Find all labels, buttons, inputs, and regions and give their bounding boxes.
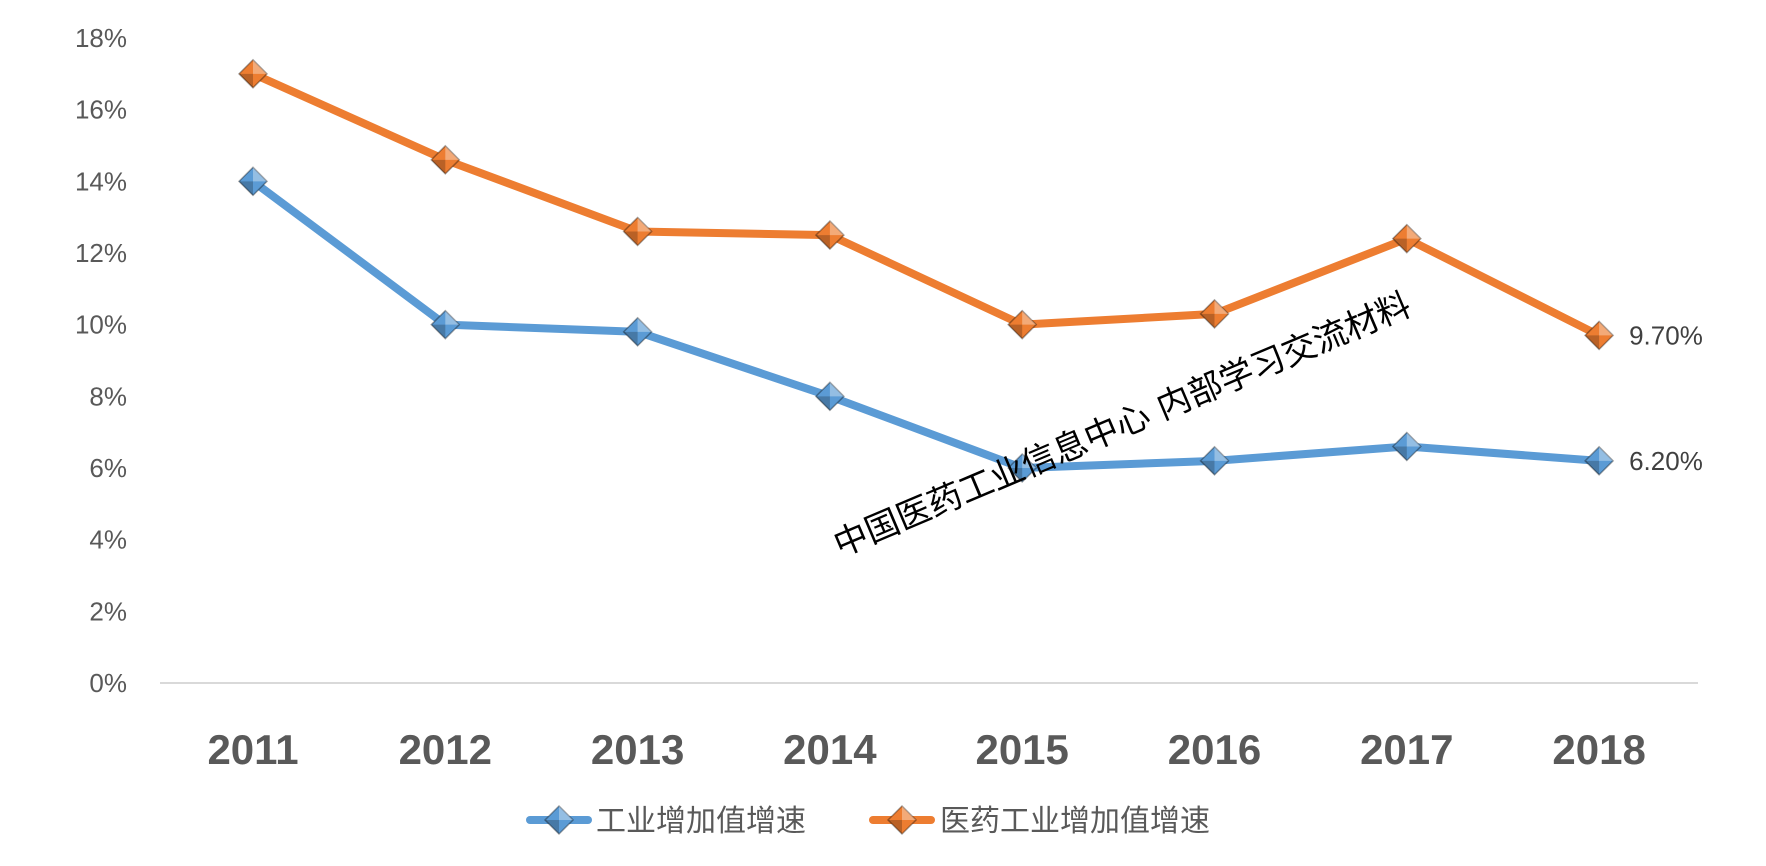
legend-swatch-marker bbox=[543, 804, 575, 836]
data-point-industry-growth bbox=[1584, 445, 1615, 476]
y-tick-label: 14% bbox=[75, 166, 127, 196]
y-tick-label: 10% bbox=[75, 310, 127, 340]
data-point-industry-growth bbox=[1199, 445, 1230, 476]
data-point-industry-growth bbox=[622, 316, 653, 347]
y-tick-label: 18% bbox=[75, 23, 127, 53]
data-point-industry-growth bbox=[1391, 431, 1422, 462]
x-tick-label: 2011 bbox=[207, 726, 298, 773]
data-label-pharma-industry-growth: 9.70% bbox=[1629, 320, 1703, 350]
data-label-industry-growth: 6.20% bbox=[1629, 446, 1703, 476]
data-point-pharma-industry-growth bbox=[1199, 298, 1230, 329]
y-tick-label: 16% bbox=[75, 95, 127, 125]
y-tick-label: 0% bbox=[89, 668, 127, 698]
series-line-pharma-industry-growth bbox=[249, 69, 1604, 340]
legend-label: 工业增加值增速 bbox=[596, 804, 806, 839]
y-tick-label: 8% bbox=[89, 381, 127, 411]
x-axis: 2011 2012 2013 2014 2015 2016 2017 2018 bbox=[207, 726, 1645, 773]
data-point-pharma-industry-growth bbox=[237, 58, 269, 89]
data-point-pharma-industry-growth bbox=[814, 220, 845, 251]
legend-item-pharma-industry-growth: 医药工业增加值增速 bbox=[869, 804, 1210, 839]
data-point-industry-growth bbox=[1007, 452, 1038, 484]
x-tick-label: 2015 bbox=[975, 726, 1068, 773]
x-tick-label: 2016 bbox=[1168, 726, 1261, 773]
series-line-industry-growth bbox=[249, 177, 1604, 472]
y-tick-label: 2% bbox=[89, 596, 127, 626]
data-labels: 6.20% 9.70% bbox=[1629, 320, 1703, 475]
data-point-pharma-industry-growth bbox=[430, 144, 461, 175]
data-point-pharma-industry-growth bbox=[1007, 309, 1038, 340]
legend-item-industry-growth: 工业增加值增速 bbox=[526, 804, 806, 839]
x-tick-label: 2017 bbox=[1360, 726, 1453, 773]
data-point-pharma-industry-growth bbox=[622, 216, 653, 247]
data-point-pharma-industry-growth bbox=[1584, 320, 1615, 351]
x-tick-label: 2012 bbox=[399, 726, 492, 773]
x-tick-label: 2014 bbox=[783, 726, 877, 773]
y-tick-label: 12% bbox=[75, 238, 127, 268]
x-tick-label: 2013 bbox=[591, 726, 684, 773]
y-tick-label: 6% bbox=[89, 453, 127, 483]
legend-label: 医药工业增加值增速 bbox=[940, 804, 1210, 839]
series-layer bbox=[237, 58, 1615, 484]
legend: 工业增加值增速 医药工业增加值增速 bbox=[526, 804, 1210, 839]
x-tick-label: 2018 bbox=[1552, 726, 1645, 773]
data-point-industry-growth bbox=[430, 309, 461, 340]
data-point-industry-growth bbox=[237, 166, 269, 197]
y-tick-label: 4% bbox=[89, 525, 127, 555]
y-axis: 0% 2% 4% 6% 8% 10% 12% 14% 16% 18% bbox=[75, 23, 127, 698]
data-point-industry-growth bbox=[814, 381, 845, 412]
legend-swatch-marker bbox=[886, 804, 918, 836]
data-point-pharma-industry-growth bbox=[1391, 223, 1422, 254]
